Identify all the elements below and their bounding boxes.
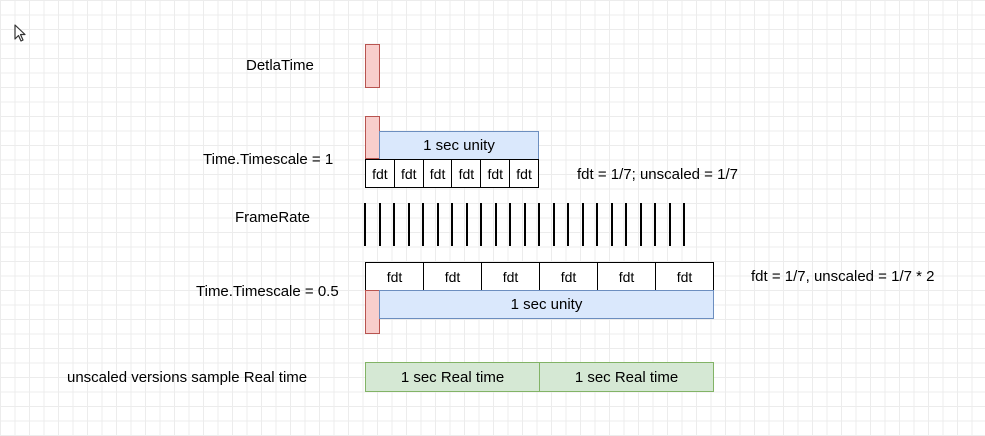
real-time-box-1: 1 sec Real time	[365, 362, 540, 392]
delta-time-label: DetlaTime	[246, 57, 314, 74]
frame-tick	[393, 203, 395, 246]
frame-tick	[509, 203, 511, 246]
frame-tick	[552, 203, 555, 246]
unity-05-label: 1 sec unity	[510, 296, 583, 313]
fdt-row-timescale-05: fdt fdt fdt fdt fdt fdt	[365, 262, 714, 291]
timescale-05-marker	[365, 290, 380, 334]
fdt-1-cell: fdt	[509, 159, 539, 188]
unity-05-box: 1 sec unity	[379, 290, 714, 319]
frame-tick	[596, 203, 598, 246]
frame-tick	[451, 203, 453, 246]
frame-tick	[480, 203, 482, 246]
frame-tick	[422, 203, 424, 246]
frame-tick	[581, 203, 584, 246]
unscaled-label: unscaled versions sample Real time	[67, 369, 308, 386]
unity-1-label: 1 sec unity	[423, 137, 495, 154]
real-time-label-1: 1 sec Real time	[400, 368, 505, 386]
frame-tick	[639, 203, 642, 246]
fdt-1-cell: fdt	[422, 159, 453, 188]
frame-tick	[436, 203, 439, 246]
fdt-05-cell: fdt	[655, 262, 714, 291]
fdt-05-cell: fdt	[365, 262, 424, 291]
timescale-1-label: Time.Timescale = 1	[203, 151, 334, 168]
fdt-1-cell: fdt	[451, 159, 482, 188]
fdt-1-cell: fdt	[480, 159, 511, 188]
unity-1-box: 1 sec unity	[379, 131, 539, 160]
fdt-05-cell: fdt	[481, 262, 540, 291]
frame-tick	[523, 203, 526, 246]
fdt-05-cell: fdt	[423, 262, 482, 291]
frame-tick	[465, 203, 468, 246]
frame-tick	[364, 203, 366, 246]
timescale-1-note: fdt = 1/7; unscaled = 1/7	[577, 166, 738, 183]
fdt-05-cell: fdt	[539, 262, 598, 291]
frame-tick	[654, 203, 656, 246]
frame-tick	[683, 203, 685, 246]
frame-rate-label: FrameRate	[235, 209, 311, 226]
fdt-05-cell: fdt	[597, 262, 656, 291]
fdt-row-timescale-1: fdt fdt fdt fdt fdt fdt	[365, 159, 539, 188]
delta-time-marker	[365, 44, 380, 88]
frame-tick	[567, 203, 569, 246]
frame-tick	[538, 203, 540, 246]
timescale-1-marker	[365, 116, 380, 159]
frame-tick	[494, 203, 497, 246]
fdt-1-cell: fdt	[365, 159, 395, 188]
frame-tick	[407, 203, 410, 246]
timescale-05-note: fdt = 1/7, unscaled = 1/7 * 2	[751, 268, 935, 285]
frame-tick	[668, 203, 671, 246]
frame-tick	[610, 203, 613, 246]
real-time-label-2: 1 sec Real time	[574, 368, 679, 386]
mouse-pointer-icon	[14, 24, 26, 42]
timescale-05-label: Time.Timescale = 0.5	[196, 283, 339, 300]
real-time-box-2: 1 sec Real time	[539, 362, 714, 392]
frame-rate-ticks	[364, 203, 694, 246]
fdt-1-cell: fdt	[393, 159, 424, 188]
frame-tick	[378, 203, 381, 246]
frame-tick	[625, 203, 627, 246]
